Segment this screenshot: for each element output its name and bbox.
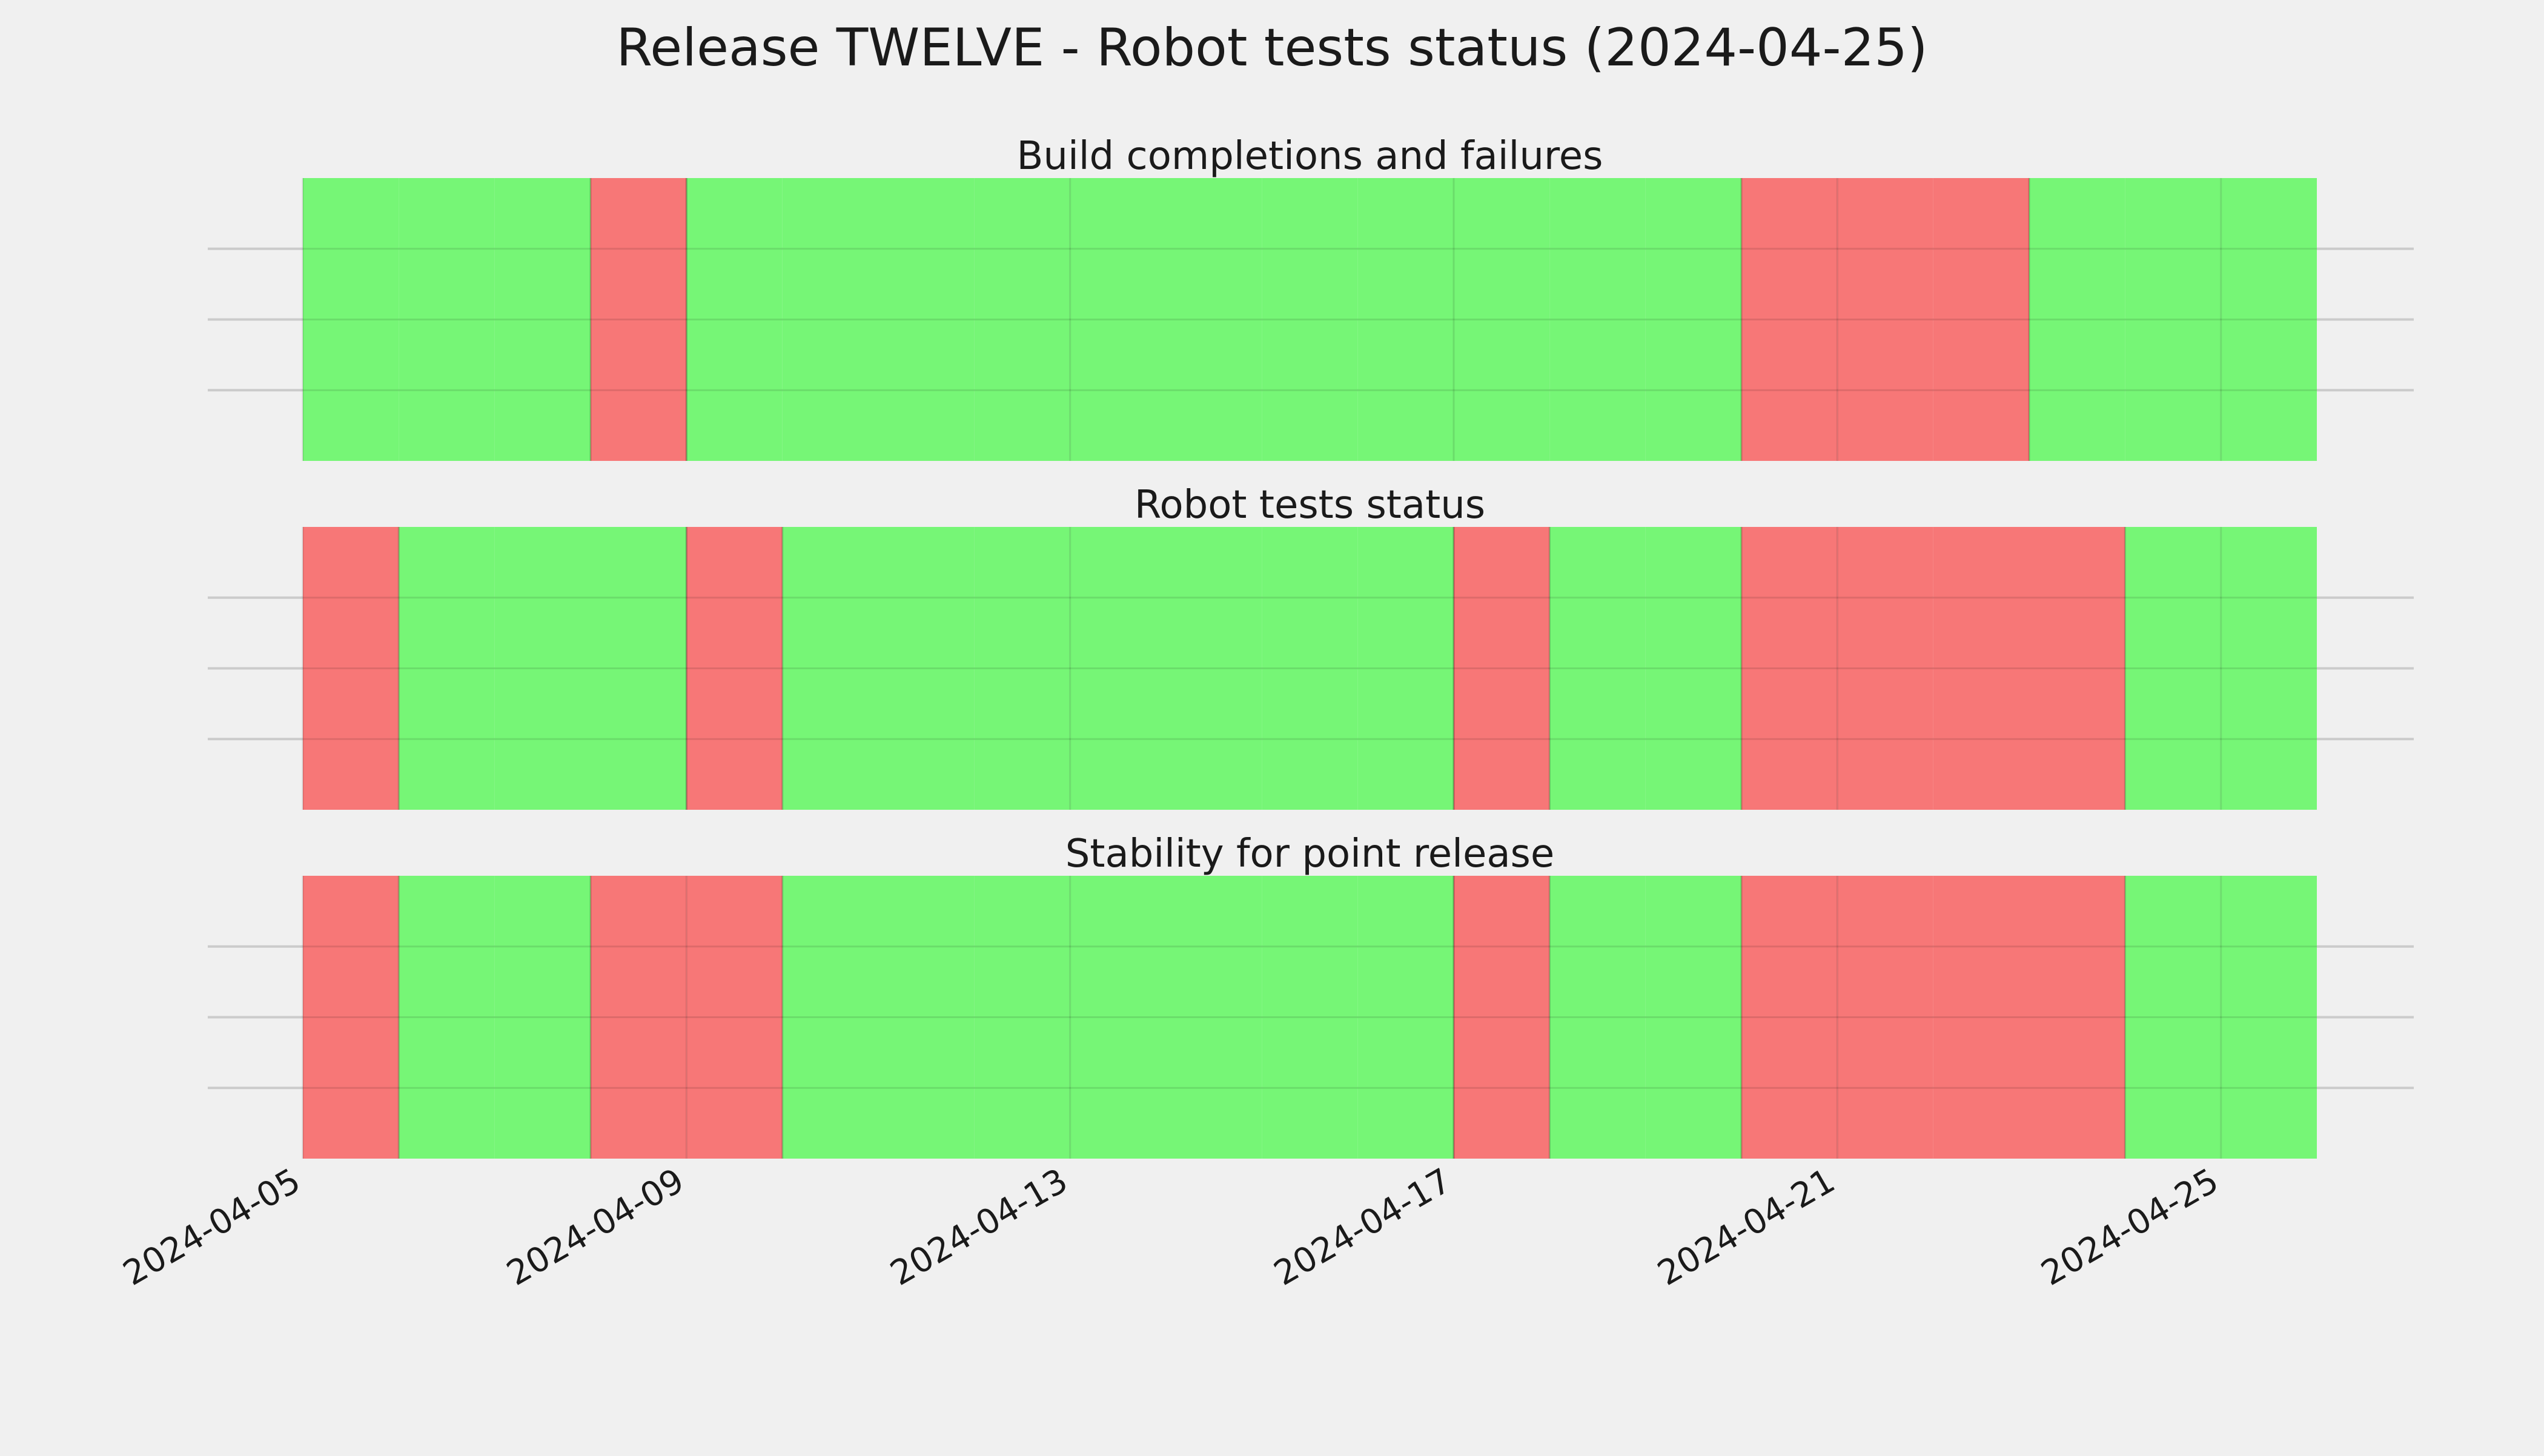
status-bar-pass xyxy=(1166,876,1262,1159)
status-bar-fail xyxy=(303,876,399,1159)
status-bar-fail xyxy=(1837,876,1933,1159)
status-bar-pass xyxy=(974,527,1070,810)
panel-title: Build completions and failures xyxy=(1017,134,1603,179)
status-bar-pass xyxy=(1166,527,1262,810)
status-bar-pass xyxy=(2221,876,2317,1159)
status-bar-fail xyxy=(2029,527,2125,810)
panel-title: Robot tests status xyxy=(1135,483,1485,528)
panel-2: Robot tests status xyxy=(208,483,2414,810)
status-bar-pass xyxy=(1262,527,1358,810)
status-bar-pass xyxy=(878,527,975,810)
status-bar-pass xyxy=(1645,527,1741,810)
status-bar-pass xyxy=(782,178,878,461)
status-bar-pass xyxy=(494,876,591,1159)
status-bar-pass xyxy=(1549,527,1646,810)
status-bar-pass xyxy=(1549,876,1646,1159)
status-bar-pass xyxy=(2125,527,2221,810)
status-bar-pass xyxy=(1357,527,1454,810)
status-bar-pass xyxy=(1262,876,1358,1159)
status-bar-fail xyxy=(1837,178,1933,461)
status-bar-pass xyxy=(2029,178,2125,461)
status-bar-pass xyxy=(1070,527,1166,810)
status-bar-pass xyxy=(878,876,975,1159)
status-bar-fail xyxy=(686,527,783,810)
status-bar-pass xyxy=(303,178,399,461)
status-bar-pass xyxy=(1070,178,1166,461)
status-bar-fail xyxy=(2029,876,2125,1159)
status-bar-pass xyxy=(494,527,591,810)
status-bar-pass xyxy=(2221,178,2317,461)
status-bar-pass xyxy=(974,876,1070,1159)
status-bar-fail xyxy=(1933,527,2029,810)
status-bar-pass xyxy=(782,527,878,810)
status-bar-pass xyxy=(591,527,687,810)
status-bar-pass xyxy=(782,876,878,1159)
status-bar-pass xyxy=(1166,178,1262,461)
status-bar-fail xyxy=(1454,876,1550,1159)
status-bar-fail xyxy=(591,876,687,1159)
status-bar-pass xyxy=(494,178,591,461)
status-bar-pass xyxy=(1454,178,1550,461)
status-bar-pass xyxy=(1070,876,1166,1159)
status-bar-pass xyxy=(1645,876,1741,1159)
status-bar-pass xyxy=(1357,178,1454,461)
status-bar-fail xyxy=(1837,527,1933,810)
status-bar-pass xyxy=(1645,178,1741,461)
status-bar-pass xyxy=(1262,178,1358,461)
status-bar-fail xyxy=(1933,876,2029,1159)
status-bar-pass xyxy=(2125,876,2221,1159)
status-bar-pass xyxy=(399,876,495,1159)
status-bar-pass xyxy=(2125,178,2221,461)
status-bar-fail xyxy=(591,178,687,461)
panel-1: Build completions and failures xyxy=(208,134,2414,461)
status-bar-pass xyxy=(686,178,783,461)
status-bar-pass xyxy=(974,178,1070,461)
panels-group: Build completions and failures Robot test… xyxy=(208,134,2414,1159)
status-bar-fail xyxy=(1933,178,2029,461)
status-bar-fail xyxy=(686,876,783,1159)
status-bar-fail xyxy=(1741,178,1838,461)
status-bar-pass xyxy=(1549,178,1646,461)
status-bar-pass xyxy=(878,178,975,461)
status-bar-pass xyxy=(399,178,495,461)
status-bar-fail xyxy=(303,527,399,810)
status-bar-pass xyxy=(1357,876,1454,1159)
status-bar-pass xyxy=(2221,527,2317,810)
chart-title: Release TWELVE - Robot tests status (202… xyxy=(616,18,1927,78)
status-bar-fail xyxy=(1454,527,1550,810)
status-bar-fail xyxy=(1741,876,1838,1159)
status-bar-fail xyxy=(1741,527,1838,810)
panel-3: Stability for point release xyxy=(208,832,2414,1159)
status-bar-pass xyxy=(399,527,495,810)
panel-title: Stability for point release xyxy=(1065,832,1555,876)
